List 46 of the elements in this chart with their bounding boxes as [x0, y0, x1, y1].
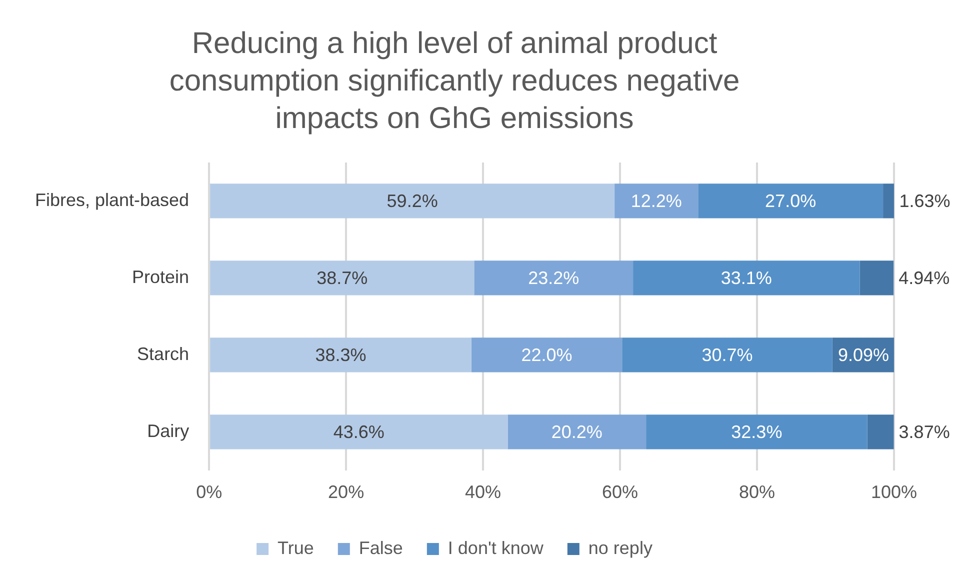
legend-label: I don't know: [448, 538, 544, 558]
x-tick-label: 20%: [328, 482, 364, 502]
data-label: 27.0%: [765, 190, 816, 211]
legend-label: True: [278, 538, 314, 558]
y-tick-label: Protein: [132, 266, 190, 287]
y-tick-label: Fibres, plant-based: [34, 190, 190, 210]
data-label: 12.2%: [630, 190, 682, 211]
data-label: 22.0%: [521, 344, 572, 365]
chart-title: Reducing a high level of animal product consumption significantly reduces negative impacts on GhG emissions: [169, 27, 740, 136]
legend-label: no reply: [588, 538, 652, 558]
bar: [867, 414, 894, 450]
bar: [210, 414, 508, 450]
bar: [210, 338, 472, 372]
y-tick-label: Dairy: [147, 420, 190, 441]
data-label: 33.1%: [720, 268, 772, 288]
data-label: 20.2%: [551, 422, 602, 442]
bar: [622, 338, 832, 372]
bar: [860, 260, 894, 296]
data-label: 59.2%: [386, 190, 438, 211]
bar: [646, 414, 868, 450]
bar: [633, 260, 860, 296]
y-tick-label: Starch: [137, 344, 190, 364]
x-tick-label: 40%: [465, 482, 502, 502]
bar: [210, 184, 615, 218]
bar: [614, 184, 698, 218]
data-label: 4.94%: [898, 268, 950, 288]
x-tick-label: 0%: [196, 482, 222, 502]
data-label: 3.87%: [898, 422, 950, 442]
data-label: 23.2%: [528, 268, 580, 288]
bar: [210, 260, 474, 296]
x-tick-label: 60%: [602, 482, 638, 502]
legend-label: False: [358, 538, 403, 558]
data-label: 38.7%: [316, 268, 368, 288]
data-label: 1.63%: [899, 190, 950, 211]
data-label: 32.3%: [731, 422, 782, 442]
bar: [698, 184, 884, 218]
data-label: 43.6%: [333, 422, 384, 442]
data-label: 38.3%: [315, 344, 366, 365]
data-label: 30.7%: [702, 344, 753, 365]
x-tick-label: 80%: [739, 482, 776, 502]
bar: [474, 260, 634, 296]
bar: [508, 414, 646, 450]
x-tick-label: 100%: [870, 482, 918, 502]
data-label: 9.09%: [838, 344, 890, 365]
bar: [883, 184, 894, 218]
bar: [471, 338, 622, 372]
